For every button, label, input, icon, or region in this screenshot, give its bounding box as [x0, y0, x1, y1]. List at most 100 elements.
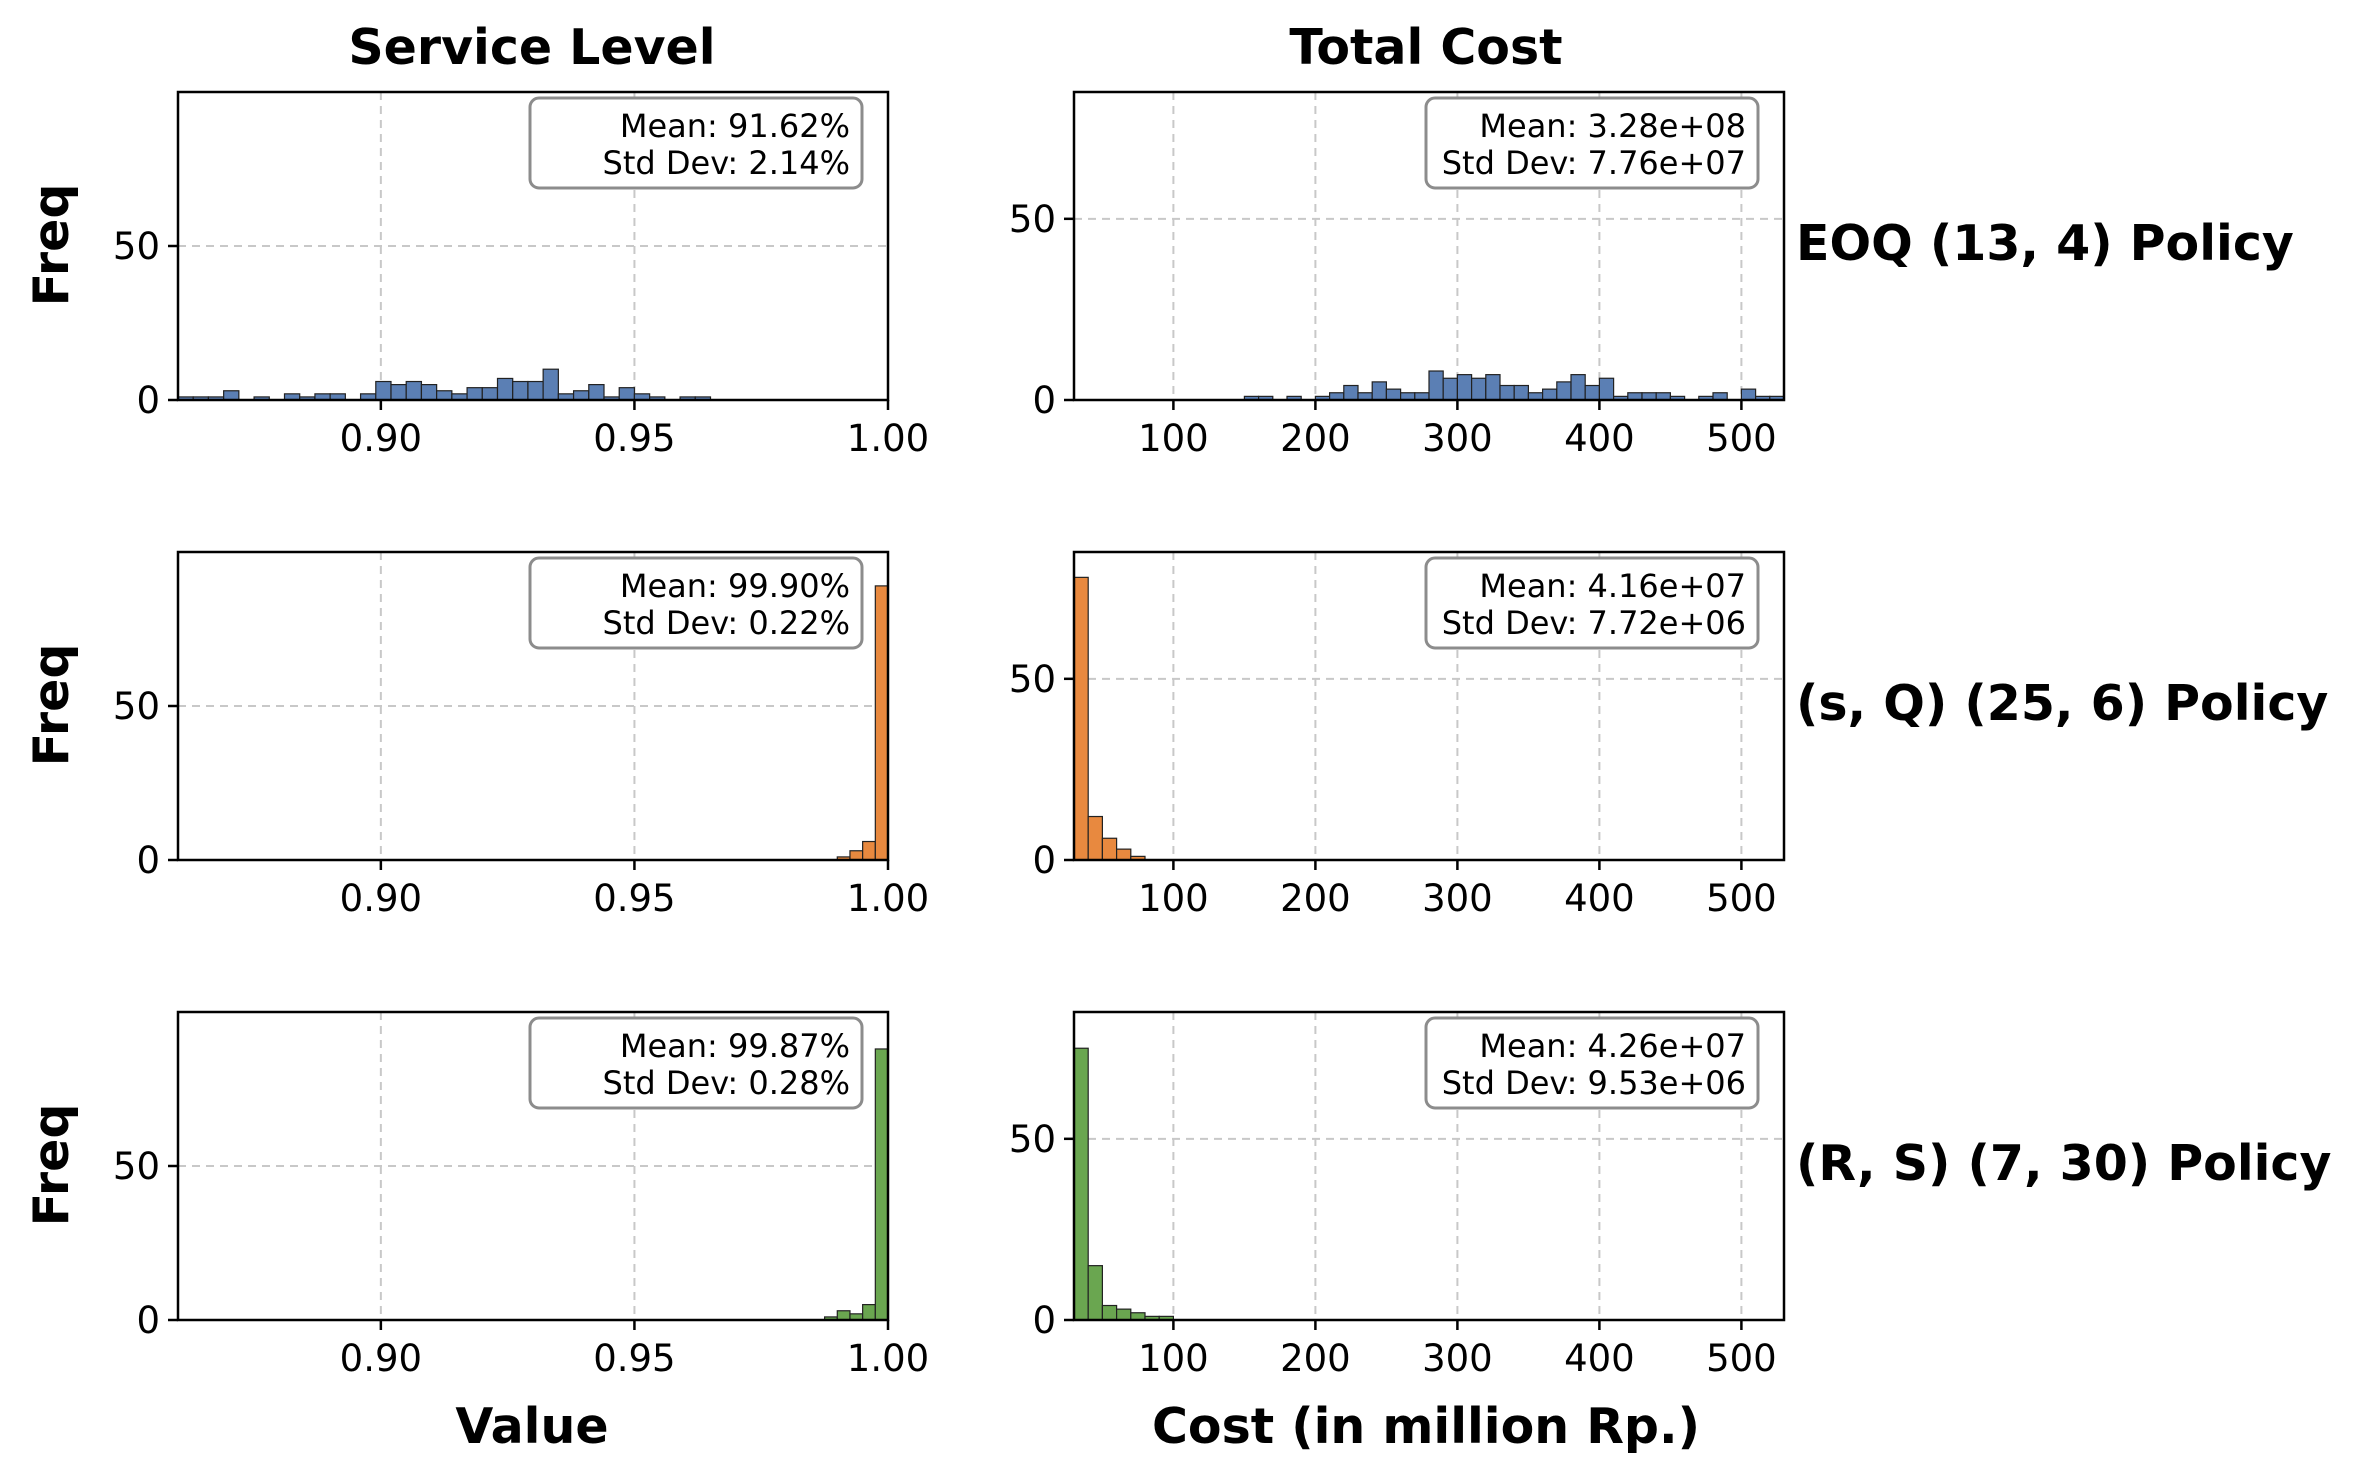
histogram-bar: [849, 850, 864, 860]
histogram-bar: [874, 585, 888, 860]
histogram-bar: [1442, 377, 1458, 400]
y-tick-label: 50: [113, 225, 160, 268]
histogram-bar: [1513, 384, 1529, 400]
x-tick-label: 0.90: [340, 877, 422, 920]
histogram-bar: [466, 387, 483, 400]
histogram-bar: [862, 840, 876, 860]
stats-mean: Mean: 99.87%: [620, 1027, 850, 1065]
panel-service-level-row3: 0.90 0.95 1.00 0 50 Mean: 99.87%Std Dev: 0.28…: [113, 1010, 929, 1380]
histogram-bar: [862, 1303, 876, 1320]
histogram-bar: [436, 390, 453, 400]
stats-mean: Mean: 4.26e+07: [1479, 1027, 1746, 1065]
x-tick-label: 100: [1138, 1337, 1209, 1380]
histogram-bar: [1115, 1308, 1132, 1320]
histogram-panels: 0.90 0.95 1.00 0 50 Mean: 91.62%Std Dev: 2.14…: [113, 90, 1786, 1380]
x-tick-label: 400: [1564, 1337, 1635, 1380]
histogram-bar: [1087, 1265, 1103, 1320]
histogram-bar: [874, 1048, 888, 1320]
stats-mean: Mean: 91.62%: [620, 107, 850, 145]
y-tick-label: 0: [1032, 379, 1056, 422]
y-axis-label-row1: Freq: [23, 184, 80, 307]
histogram-bar: [1101, 837, 1118, 860]
stats-box: [1424, 556, 1760, 650]
histogram-bar: [1456, 374, 1473, 400]
stats-box: [528, 1016, 864, 1110]
stats-mean: Mean: 3.28e+08: [1479, 107, 1746, 145]
x-tick-label: 200: [1280, 417, 1351, 460]
x-tick-label: 1.00: [847, 1337, 929, 1380]
histogram-bar: [1556, 381, 1572, 400]
histogram-bar: [420, 384, 438, 400]
stats-std-dev: Std Dev: 7.72e+06: [1442, 604, 1746, 642]
histogram-bar: [405, 380, 423, 400]
y-tick-label: 50: [1009, 1118, 1056, 1161]
histogram-bar: [649, 396, 666, 400]
y-tick-label: 50: [113, 1145, 160, 1188]
histogram-bar: [390, 384, 407, 400]
histogram-bar: [1115, 848, 1132, 860]
x-tick-label: 300: [1422, 1337, 1493, 1380]
stats-box: [528, 556, 864, 650]
x-tick-label: 0.95: [593, 877, 675, 920]
stats-box: [1424, 1016, 1760, 1110]
x-tick-label: 0.90: [340, 1337, 422, 1380]
x-tick-label: 300: [1422, 417, 1493, 460]
row-label-sq: (s, Q) (25, 6) Policy: [1796, 675, 2328, 732]
histogram-bar: [836, 1310, 851, 1320]
x-tick-label: 0.95: [593, 417, 675, 460]
y-tick-label: 0: [1032, 839, 1056, 882]
histogram-bar: [1499, 384, 1515, 400]
bar-group: [1074, 576, 1146, 860]
x-tick-label: 200: [1280, 1337, 1351, 1380]
bar-group: [1243, 370, 1784, 400]
histogram-bar: [527, 380, 544, 400]
histogram-bar: [1087, 815, 1103, 860]
x-axis-label-cost: Cost (in million Rp.): [1152, 1398, 1700, 1455]
x-tick-label: 200: [1280, 877, 1351, 920]
row-label-eoq: EOQ (13, 4) Policy: [1796, 215, 2294, 272]
histogram-bar: [1385, 388, 1402, 400]
histogram-bar: [512, 380, 529, 400]
y-tick-label: 0: [136, 1299, 160, 1342]
axes-frame: [1072, 90, 1786, 402]
x-tick-label: 100: [1138, 877, 1209, 920]
axes-frame: [1072, 550, 1786, 862]
stats-std-dev: Std Dev: 2.14%: [603, 144, 850, 182]
histogram-bar: [1101, 1304, 1118, 1320]
x-tick-label: 300: [1422, 877, 1493, 920]
y-tick-label: 0: [136, 379, 160, 422]
axes-frame: [1072, 1010, 1786, 1322]
histogram-bar: [588, 384, 605, 400]
stats-mean: Mean: 99.90%: [620, 567, 850, 605]
y-tick-label: 0: [136, 839, 160, 882]
x-tick-label: 0.90: [340, 417, 422, 460]
histogram-bar: [572, 390, 590, 400]
histogram-bar: [375, 380, 392, 400]
bar-group: [1074, 1047, 1174, 1320]
y-tick-label: 0: [1032, 1299, 1056, 1342]
histogram-bar: [223, 390, 240, 400]
histogram-bar: [1074, 576, 1089, 860]
stats-std-dev: Std Dev: 0.22%: [603, 604, 850, 642]
x-tick-label: 1.00: [847, 877, 929, 920]
x-tick-label: 500: [1706, 417, 1777, 460]
histogram-bar: [1584, 384, 1600, 400]
x-tick-label: 500: [1706, 1337, 1777, 1380]
histogram-bar: [1740, 388, 1757, 400]
histogram-bar: [496, 377, 514, 400]
x-tick-label: 400: [1564, 417, 1635, 460]
bar-group: [178, 368, 712, 400]
y-axis-label-row2: Freq: [23, 644, 80, 767]
y-tick-label: 50: [1009, 198, 1056, 241]
histogram-bar: [1343, 384, 1359, 400]
stats-std-dev: Std Dev: 7.76e+07: [1442, 144, 1746, 182]
stats-mean: Mean: 4.16e+07: [1479, 567, 1746, 605]
stats-std-dev: Std Dev: 0.28%: [603, 1064, 850, 1102]
x-tick-label: 400: [1564, 877, 1635, 920]
histogram-bar: [1428, 370, 1444, 400]
histogram-bar: [1570, 374, 1586, 400]
histogram-bar: [1541, 388, 1558, 400]
